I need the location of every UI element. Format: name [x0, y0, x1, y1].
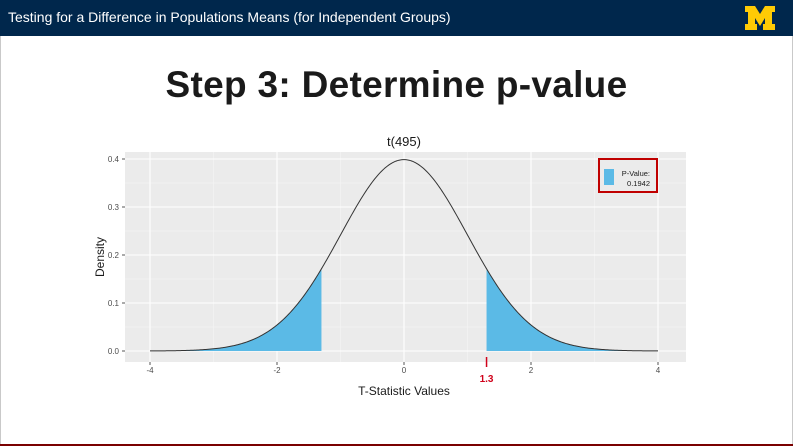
- legend: P-Value: 0.1942: [598, 158, 658, 193]
- bottom-accent-line: [0, 444, 793, 446]
- legend-label-line1: P-Value:: [622, 169, 650, 178]
- y-tick-label: 0.0: [108, 347, 120, 356]
- chart-title: t(495): [387, 134, 421, 149]
- y-tick-label: 0.3: [108, 203, 120, 212]
- critical-value-marker: 1.3: [480, 357, 494, 385]
- x-axis-label: T-Statistic Values: [358, 384, 450, 398]
- legend-label-line2: 0.1942: [627, 179, 650, 188]
- shaded-tail-region: [150, 268, 322, 351]
- legend-swatch: [604, 169, 614, 185]
- block-m-logo: [745, 6, 775, 30]
- header-bar: Testing for a Difference in Populations …: [0, 0, 793, 36]
- axes: -4 -2 0 2 4 0.0 0.1 0.2 0.3 0.4: [108, 155, 661, 375]
- x-tick-label: 0: [402, 366, 407, 375]
- x-tick-label: 2: [529, 366, 534, 375]
- shaded-regions: [150, 268, 658, 351]
- y-tick-label: 0.2: [108, 251, 120, 260]
- x-tick-label: -2: [273, 366, 281, 375]
- y-tick-label: 0.4: [108, 155, 120, 164]
- x-tick-label: -4: [146, 366, 154, 375]
- density-curve: [149, 159, 659, 352]
- header-title: Testing for a Difference in Populations …: [8, 9, 451, 25]
- y-axis-label: Density: [93, 237, 107, 277]
- critical-value-label: 1.3: [480, 374, 494, 385]
- slide-title: Step 3: Determine p-value: [165, 64, 628, 105]
- shaded-tail-region: [486, 268, 658, 351]
- x-tick-label: 4: [656, 366, 661, 375]
- y-tick-label: 0.1: [108, 299, 120, 308]
